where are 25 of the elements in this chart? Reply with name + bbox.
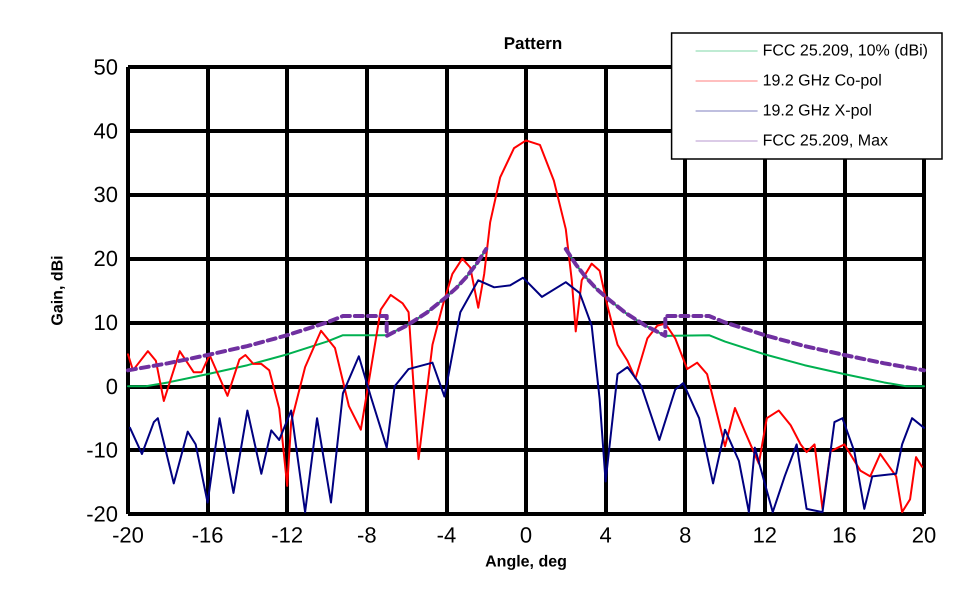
x-tick-label: 8 [679, 522, 692, 548]
y-axis-title: Gain, dBi [50, 255, 66, 326]
x-tick-label: 20 [912, 522, 936, 548]
legend-label: FCC 25.209, 10% (dBi) [762, 42, 928, 60]
x-tick-label: -4 [436, 522, 456, 548]
y-tick-label: 30 [94, 182, 118, 208]
legend-label: FCC 25.209, Max [762, 132, 888, 150]
x-tick-label: 0 [520, 522, 532, 548]
x-tick-label: -8 [357, 522, 377, 548]
x-tick-label: 16 [832, 522, 857, 548]
x-axis-title: Angle, deg [485, 554, 567, 570]
x-tick-label: -12 [271, 522, 304, 548]
y-tick-label: 20 [94, 246, 118, 272]
y-tick-label: 50 [94, 54, 118, 80]
legend-label: 19.2 GHz X-pol [762, 102, 872, 120]
x-tick-label: -16 [192, 522, 224, 548]
chart-title: Pattern [504, 34, 562, 53]
x-tick-label: 4 [599, 522, 612, 548]
y-tick-label: 10 [94, 310, 118, 335]
y-tick-label: -10 [86, 438, 118, 463]
line-series [128, 276, 925, 514]
y-tick-label: 0 [106, 374, 118, 399]
y-tick-label: 40 [94, 118, 118, 144]
x-tick-label: 12 [752, 522, 778, 548]
legend-label: 19.2 GHz Co-pol [762, 72, 882, 90]
